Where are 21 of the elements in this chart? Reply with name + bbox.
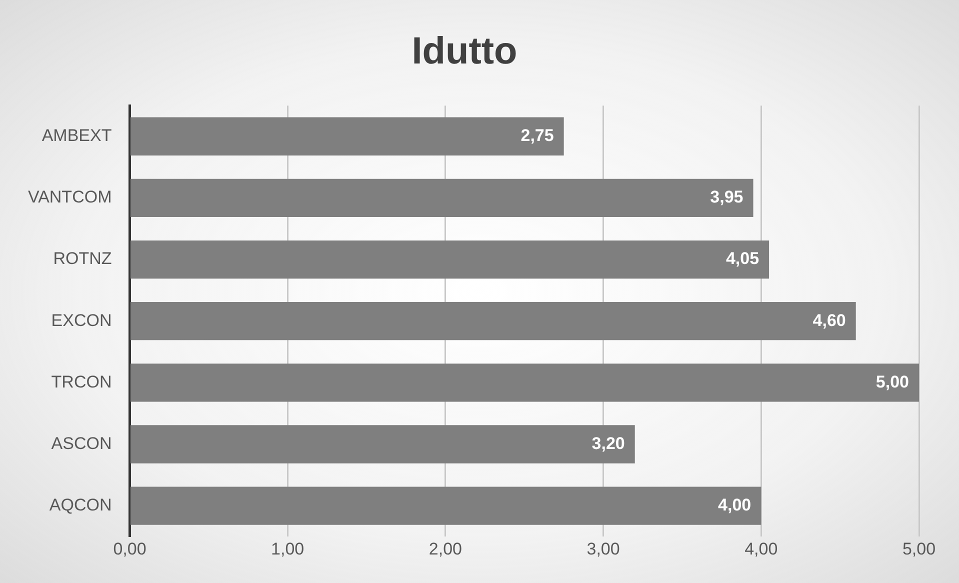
data-label: 3,20 bbox=[592, 434, 625, 453]
chart-title: Idutto bbox=[412, 30, 518, 72]
data-label: 5,00 bbox=[876, 372, 909, 392]
data-label: 2,75 bbox=[520, 126, 554, 146]
y-tick-label: ROTNZ bbox=[53, 249, 112, 268]
y-tick-label: TRCON bbox=[51, 372, 112, 392]
data-label: 4,60 bbox=[812, 310, 846, 330]
data-label: 4,05 bbox=[726, 249, 760, 268]
y-tick-label: VANTCOM bbox=[28, 188, 112, 207]
data-label: 3,95 bbox=[710, 188, 744, 207]
x-tick-label: 1,00 bbox=[271, 539, 304, 558]
x-tick-label: 4,00 bbox=[744, 539, 778, 558]
x-tick-label: 3,00 bbox=[586, 539, 620, 558]
y-tick-label: ASCON bbox=[51, 434, 112, 453]
y-tick-label: AMBEXT bbox=[42, 126, 112, 146]
x-tick-label: 2,00 bbox=[428, 539, 462, 558]
y-tick-label: AQCON bbox=[49, 496, 112, 514]
x-tick-label: 5,00 bbox=[902, 539, 936, 558]
y-tick-label: EXCON bbox=[51, 310, 112, 330]
x-tick-label: 0,00 bbox=[113, 539, 146, 558]
data-label: 4,00 bbox=[718, 496, 752, 514]
